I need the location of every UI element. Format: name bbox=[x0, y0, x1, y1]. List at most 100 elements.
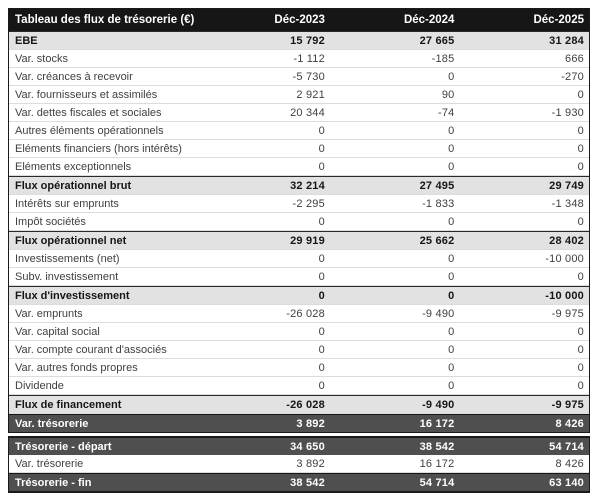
table-row: Impôt sociétés 0 0 0 bbox=[9, 213, 589, 231]
table-row: Var. fournisseurs et assimilés 2 921 90 0 bbox=[9, 86, 589, 104]
row-value: 25 662 bbox=[329, 231, 460, 250]
row-value: 29 919 bbox=[200, 231, 330, 250]
row-value: 0 bbox=[459, 323, 589, 341]
table-row: Eléments exceptionnels 0 0 0 bbox=[9, 158, 589, 176]
row-value: 38 542 bbox=[200, 473, 330, 491]
row-value: 8 426 bbox=[459, 455, 589, 473]
row-value: 0 bbox=[329, 268, 460, 286]
row-value: 0 bbox=[329, 359, 460, 377]
column-header-dec-2025: Déc-2025 bbox=[459, 9, 589, 31]
table-row: Intérêts sur emprunts -2 295 -1 833 -1 348 bbox=[9, 195, 589, 213]
row-label: Investissements (net) bbox=[9, 250, 201, 268]
row-value: 0 bbox=[459, 213, 589, 231]
row-value: 0 bbox=[459, 377, 589, 395]
row-value: 54 714 bbox=[329, 473, 460, 491]
row-value: 63 140 bbox=[459, 473, 589, 491]
row-value: -2 295 bbox=[200, 195, 330, 213]
row-value: -5 730 bbox=[200, 68, 330, 86]
row-value: 0 bbox=[200, 359, 330, 377]
row-label: Var. fournisseurs et assimilés bbox=[9, 86, 201, 104]
table-row: Flux de financement -26 028 -9 490 -9 975 bbox=[9, 395, 589, 414]
row-label: Eléments exceptionnels bbox=[9, 158, 201, 176]
row-value: 0 bbox=[329, 158, 460, 176]
row-value: 3 892 bbox=[200, 414, 330, 432]
row-value: 0 bbox=[459, 140, 589, 158]
row-value: 0 bbox=[200, 268, 330, 286]
row-value: 90 bbox=[329, 86, 460, 104]
row-value: 0 bbox=[200, 140, 330, 158]
row-value: -270 bbox=[459, 68, 589, 86]
row-label: Flux de financement bbox=[9, 395, 201, 414]
row-value: 0 bbox=[459, 268, 589, 286]
row-value: 0 bbox=[200, 341, 330, 359]
treasury-section-body: Trésorerie - départ 34 650 38 542 54 714 Var… bbox=[9, 437, 589, 491]
table-row: Var. compte courant d'associés 0 0 0 bbox=[9, 341, 589, 359]
row-value: 31 284 bbox=[459, 31, 589, 50]
table-row: Var. capital social 0 0 0 bbox=[9, 323, 589, 341]
row-label: Autres éléments opérationnels bbox=[9, 122, 201, 140]
row-value: 16 172 bbox=[329, 414, 460, 432]
row-value: 0 bbox=[459, 359, 589, 377]
row-label: Flux d'investissement bbox=[9, 286, 201, 305]
row-value: 38 542 bbox=[329, 437, 460, 455]
row-value: -10 000 bbox=[459, 286, 589, 305]
table-row: Trésorerie - fin 38 542 54 714 63 140 bbox=[9, 473, 589, 491]
row-label: Intérêts sur emprunts bbox=[9, 195, 201, 213]
column-header-dec-2024: Déc-2024 bbox=[329, 9, 460, 31]
row-label: Var. emprunts bbox=[9, 305, 201, 323]
cash-flow-flux-table: Tableau des flux de trésorerie (€) Déc-2… bbox=[9, 9, 589, 432]
row-label: Var. capital social bbox=[9, 323, 201, 341]
table-row: Var. trésorerie 3 892 16 172 8 426 bbox=[9, 414, 589, 432]
row-value: 3 892 bbox=[200, 455, 330, 473]
row-label: EBE bbox=[9, 31, 201, 50]
row-value: -26 028 bbox=[200, 395, 330, 414]
row-value: -10 000 bbox=[459, 250, 589, 268]
row-value: 20 344 bbox=[200, 104, 330, 122]
row-value: 0 bbox=[459, 86, 589, 104]
row-label: Trésorerie - fin bbox=[9, 473, 201, 491]
row-label: Dividende bbox=[9, 377, 201, 395]
row-value: 0 bbox=[200, 122, 330, 140]
table-row: Var. stocks -1 112 -185 666 bbox=[9, 50, 589, 68]
row-value: 0 bbox=[459, 158, 589, 176]
row-value: -1 930 bbox=[459, 104, 589, 122]
cash-flow-table: Tableau des flux de trésorerie (€) Déc-2… bbox=[8, 8, 590, 433]
row-value: 15 792 bbox=[200, 31, 330, 50]
row-value: 29 749 bbox=[459, 176, 589, 195]
table-row: Flux opérationnel net 29 919 25 662 28 402 bbox=[9, 231, 589, 250]
table-row: Investissements (net) 0 0 -10 000 bbox=[9, 250, 589, 268]
row-value: 0 bbox=[200, 323, 330, 341]
row-value: 0 bbox=[329, 377, 460, 395]
row-label: Impôt sociétés bbox=[9, 213, 201, 231]
table-row: Var. emprunts -26 028 -9 490 -9 975 bbox=[9, 305, 589, 323]
table-row: EBE 15 792 27 665 31 284 bbox=[9, 31, 589, 50]
table-row: Var. créances à recevoir -5 730 0 -270 bbox=[9, 68, 589, 86]
flux-section-body: EBE 15 792 27 665 31 284 Var. stocks -1 112 -1… bbox=[9, 31, 589, 432]
row-value: -74 bbox=[329, 104, 460, 122]
row-value: 27 665 bbox=[329, 31, 460, 50]
row-value: 34 650 bbox=[200, 437, 330, 455]
row-value: 2 921 bbox=[200, 86, 330, 104]
row-value: 28 402 bbox=[459, 231, 589, 250]
table-row: Var. dettes fiscales et sociales 20 344 -7… bbox=[9, 104, 589, 122]
row-value: -9 490 bbox=[329, 305, 460, 323]
row-value: -9 975 bbox=[459, 395, 589, 414]
treasury-summary-inner-table: Trésorerie - départ 34 650 38 542 54 714 Var… bbox=[9, 437, 589, 491]
row-value: 54 714 bbox=[459, 437, 589, 455]
row-value: 0 bbox=[329, 286, 460, 305]
table-row: Trésorerie - départ 34 650 38 542 54 714 bbox=[9, 437, 589, 455]
table-title: Tableau des flux de trésorerie (€) bbox=[9, 9, 201, 31]
row-value: 0 bbox=[459, 122, 589, 140]
row-value: 0 bbox=[329, 341, 460, 359]
header-row: Tableau des flux de trésorerie (€) Déc-2… bbox=[9, 9, 589, 31]
row-label: Eléments financiers (hors intérêts) bbox=[9, 140, 201, 158]
table-header: Tableau des flux de trésorerie (€) Déc-2… bbox=[9, 9, 589, 31]
row-value: 0 bbox=[329, 213, 460, 231]
row-value: -185 bbox=[329, 50, 460, 68]
row-value: 666 bbox=[459, 50, 589, 68]
row-value: -1 112 bbox=[200, 50, 330, 68]
row-value: 0 bbox=[329, 68, 460, 86]
row-value: 0 bbox=[329, 140, 460, 158]
table-row: Flux d'investissement 0 0 -10 000 bbox=[9, 286, 589, 305]
